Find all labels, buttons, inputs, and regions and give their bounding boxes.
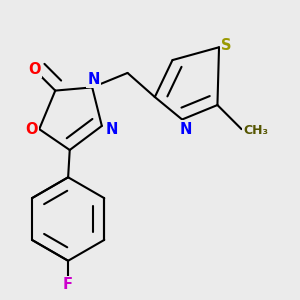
Text: CH₃: CH₃ — [244, 124, 268, 137]
Text: O: O — [28, 62, 41, 77]
Text: O: O — [25, 122, 38, 136]
Text: N: N — [179, 122, 191, 136]
Text: N: N — [88, 72, 100, 87]
Text: N: N — [105, 122, 118, 136]
Text: F: F — [63, 277, 73, 292]
Text: S: S — [221, 38, 231, 53]
